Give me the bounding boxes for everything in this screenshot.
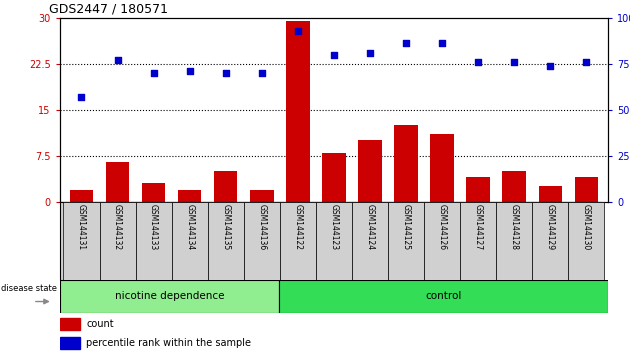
FancyBboxPatch shape [279, 280, 608, 313]
Point [329, 52, 339, 57]
FancyBboxPatch shape [388, 202, 424, 280]
Point [149, 70, 159, 76]
Text: GSM144127: GSM144127 [474, 204, 483, 250]
Text: GSM144134: GSM144134 [185, 204, 194, 250]
Bar [466, 177, 490, 202]
Point [473, 59, 483, 65]
Bar [286, 21, 309, 202]
Text: count: count [86, 319, 114, 329]
Point [437, 41, 447, 46]
Point [581, 59, 592, 65]
FancyBboxPatch shape [135, 202, 171, 280]
Text: GDS2447 / 180571: GDS2447 / 180571 [49, 2, 168, 15]
Bar [322, 153, 346, 202]
Bar [250, 189, 273, 202]
Text: GSM144129: GSM144129 [546, 204, 555, 250]
FancyBboxPatch shape [352, 202, 388, 280]
Bar [178, 189, 202, 202]
Text: GSM144126: GSM144126 [438, 204, 447, 250]
FancyBboxPatch shape [60, 280, 279, 313]
Bar [106, 162, 129, 202]
Text: GSM144124: GSM144124 [365, 204, 374, 250]
Bar [60, 337, 79, 349]
Bar [430, 134, 454, 202]
Bar [60, 318, 79, 330]
Text: GSM144135: GSM144135 [221, 204, 230, 250]
FancyBboxPatch shape [424, 202, 460, 280]
Bar [503, 171, 526, 202]
Point [509, 59, 519, 65]
FancyBboxPatch shape [316, 202, 352, 280]
Text: percentile rank within the sample: percentile rank within the sample [86, 338, 251, 348]
Bar [394, 125, 418, 202]
Text: disease state: disease state [1, 284, 57, 292]
FancyBboxPatch shape [60, 202, 601, 280]
Text: GSM144130: GSM144130 [582, 204, 591, 250]
FancyBboxPatch shape [208, 202, 244, 280]
FancyBboxPatch shape [100, 202, 135, 280]
Text: GSM144122: GSM144122 [294, 204, 302, 250]
FancyBboxPatch shape [244, 202, 280, 280]
FancyBboxPatch shape [460, 202, 496, 280]
Text: GSM144125: GSM144125 [401, 204, 411, 250]
Point [76, 94, 86, 100]
Bar [358, 141, 382, 202]
Text: GSM144132: GSM144132 [113, 204, 122, 250]
Text: nicotine dependence: nicotine dependence [115, 291, 224, 302]
Bar [539, 187, 562, 202]
FancyBboxPatch shape [568, 202, 604, 280]
FancyBboxPatch shape [532, 202, 568, 280]
Text: GSM144131: GSM144131 [77, 204, 86, 250]
Text: GSM144123: GSM144123 [329, 204, 338, 250]
Text: control: control [425, 291, 462, 302]
Text: GSM144133: GSM144133 [149, 204, 158, 250]
Point [220, 70, 231, 76]
Point [401, 41, 411, 46]
Bar [575, 177, 598, 202]
Bar [214, 171, 238, 202]
FancyBboxPatch shape [171, 202, 208, 280]
FancyBboxPatch shape [496, 202, 532, 280]
Bar [70, 189, 93, 202]
Text: GSM144128: GSM144128 [510, 204, 518, 250]
Point [185, 68, 195, 74]
Point [257, 70, 267, 76]
Bar [142, 183, 165, 202]
Point [365, 50, 375, 56]
Point [293, 28, 303, 33]
FancyBboxPatch shape [64, 202, 100, 280]
Point [545, 63, 555, 68]
FancyBboxPatch shape [280, 202, 316, 280]
Text: GSM144136: GSM144136 [257, 204, 266, 250]
Point [113, 57, 123, 63]
